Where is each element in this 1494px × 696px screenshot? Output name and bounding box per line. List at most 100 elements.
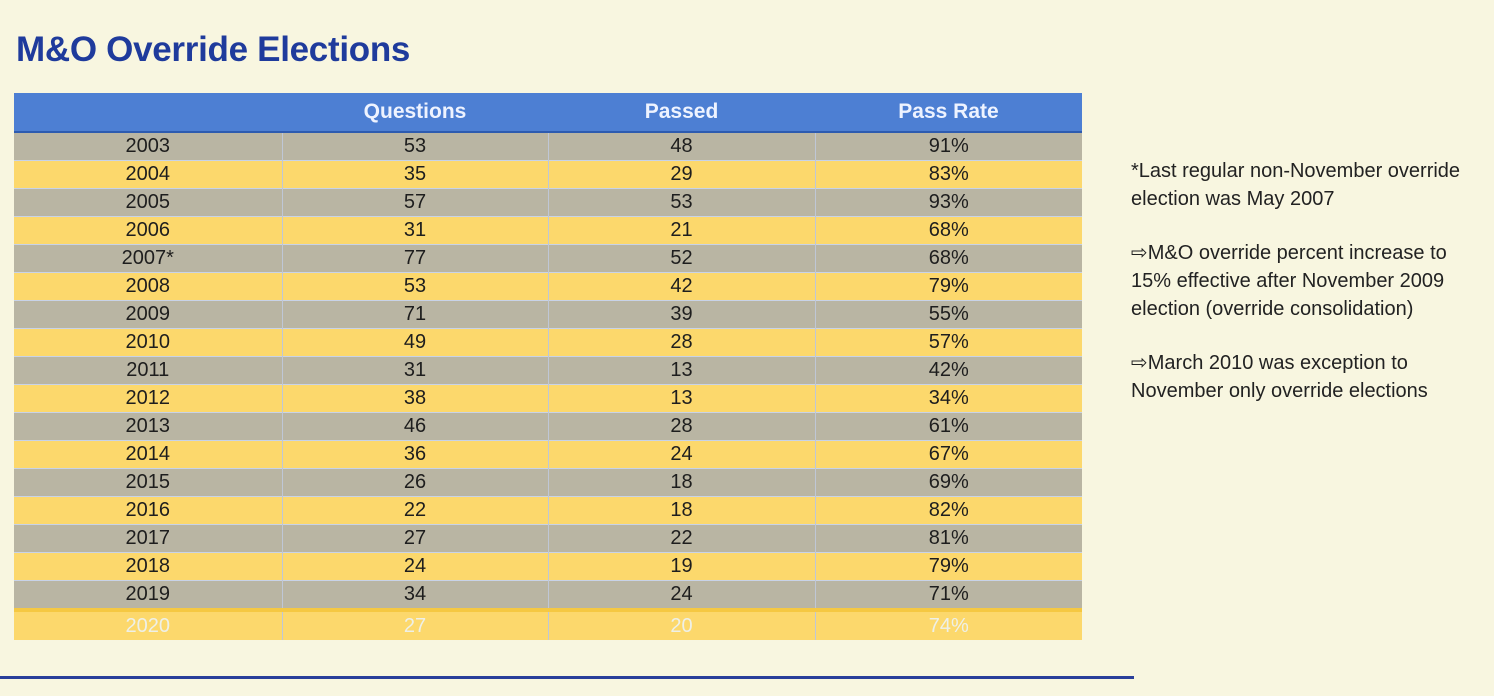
cell-questions: 46 bbox=[281, 412, 548, 441]
cell-questions: 53 bbox=[281, 272, 548, 301]
cell-questions: 27 bbox=[281, 608, 548, 640]
table-header-row: Questions Passed Pass Rate bbox=[14, 93, 1082, 133]
cell-passed: 13 bbox=[547, 384, 815, 413]
cell-pass-rate: 61% bbox=[814, 412, 1082, 441]
header-pass-rate: Pass Rate bbox=[815, 93, 1082, 133]
table-row: 2011 31 13 42% bbox=[14, 356, 1082, 385]
note-march-2010-exception: ⇨March 2010 was exception to November on… bbox=[1131, 352, 1428, 402]
cell-questions: 34 bbox=[281, 580, 548, 610]
header-year bbox=[14, 93, 282, 133]
cell-year: 2015 bbox=[14, 468, 282, 497]
table-row: 2009 71 39 55% bbox=[14, 300, 1082, 329]
cell-passed: 19 bbox=[547, 552, 815, 581]
cell-pass-rate: 68% bbox=[814, 216, 1082, 245]
cell-questions: 22 bbox=[281, 496, 548, 525]
cell-passed: 21 bbox=[547, 216, 815, 245]
cell-year: 2010 bbox=[14, 328, 282, 357]
cell-passed: 42 bbox=[547, 272, 815, 301]
table-row: 2020 27 20 74% bbox=[14, 608, 1082, 640]
header-questions: Questions bbox=[282, 93, 548, 133]
cell-passed: 22 bbox=[547, 524, 815, 553]
table-body: 2003 53 48 91% 2004 35 29 83% 2005 57 53 93% 2006 31 2… bbox=[14, 131, 1082, 640]
cell-pass-rate: 67% bbox=[814, 440, 1082, 469]
cell-pass-rate: 69% bbox=[814, 468, 1082, 497]
cell-year: 2017 bbox=[14, 524, 282, 553]
cell-pass-rate: 71% bbox=[814, 580, 1082, 610]
cell-questions: 57 bbox=[281, 188, 548, 217]
cell-questions: 36 bbox=[281, 440, 548, 469]
cell-year: 2020 bbox=[14, 608, 282, 640]
table-row: 2013 46 28 61% bbox=[14, 412, 1082, 441]
table-row: 2003 53 48 91% bbox=[14, 131, 1082, 161]
cell-year: 2019 bbox=[14, 580, 282, 610]
cell-questions: 49 bbox=[281, 328, 548, 357]
note-last-regular-election: *Last regular non-November override elec… bbox=[1131, 160, 1461, 210]
cell-questions: 31 bbox=[281, 356, 548, 385]
table-row: 2010 49 28 57% bbox=[14, 328, 1082, 357]
cell-passed: 20 bbox=[547, 608, 815, 640]
slide-title: M&O Override Elections bbox=[16, 30, 411, 69]
cell-questions: 77 bbox=[281, 244, 548, 273]
cell-pass-rate: 42% bbox=[814, 356, 1082, 385]
cell-year: 2003 bbox=[14, 131, 282, 161]
cell-passed: 24 bbox=[547, 440, 815, 469]
cell-passed: 24 bbox=[547, 580, 815, 610]
table-row: 2004 35 29 83% bbox=[14, 160, 1082, 189]
note-override-percent-increase: ⇨M&O override percent increase to 15% ef… bbox=[1131, 242, 1447, 320]
cell-questions: 35 bbox=[281, 160, 548, 189]
table-row: 2006 31 21 68% bbox=[14, 216, 1082, 245]
cell-pass-rate: 81% bbox=[814, 524, 1082, 553]
cell-questions: 38 bbox=[281, 384, 548, 413]
table-row: 2019 34 24 71% bbox=[14, 580, 1082, 610]
cell-questions: 71 bbox=[281, 300, 548, 329]
table-row: 2008 53 42 79% bbox=[14, 272, 1082, 301]
table-row: 2005 57 53 93% bbox=[14, 188, 1082, 217]
table-row: 2015 26 18 69% bbox=[14, 468, 1082, 497]
cell-questions: 53 bbox=[281, 131, 548, 161]
cell-year: 2008 bbox=[14, 272, 282, 301]
cell-pass-rate: 93% bbox=[814, 188, 1082, 217]
table-row: 2012 38 13 34% bbox=[14, 384, 1082, 413]
cell-passed: 29 bbox=[547, 160, 815, 189]
table-row: 2007* 77 52 68% bbox=[14, 244, 1082, 273]
cell-year: 2009 bbox=[14, 300, 282, 329]
cell-passed: 18 bbox=[547, 496, 815, 525]
side-notes: *Last regular non-November override elec… bbox=[1131, 157, 1481, 431]
cell-questions: 24 bbox=[281, 552, 548, 581]
cell-year: 2014 bbox=[14, 440, 282, 469]
table-row: 2014 36 24 67% bbox=[14, 440, 1082, 469]
bottom-divider bbox=[0, 676, 1134, 679]
cell-passed: 28 bbox=[547, 412, 815, 441]
cell-passed: 39 bbox=[547, 300, 815, 329]
cell-year: 2007* bbox=[14, 244, 282, 273]
cell-questions: 26 bbox=[281, 468, 548, 497]
cell-pass-rate: 57% bbox=[814, 328, 1082, 357]
cell-year: 2016 bbox=[14, 496, 282, 525]
cell-passed: 52 bbox=[547, 244, 815, 273]
cell-passed: 28 bbox=[547, 328, 815, 357]
cell-pass-rate: 79% bbox=[814, 552, 1082, 581]
table-row: 2018 24 19 79% bbox=[14, 552, 1082, 581]
cell-pass-rate: 83% bbox=[814, 160, 1082, 189]
cell-passed: 53 bbox=[547, 188, 815, 217]
cell-pass-rate: 34% bbox=[814, 384, 1082, 413]
cell-year: 2013 bbox=[14, 412, 282, 441]
table-row: 2016 22 18 82% bbox=[14, 496, 1082, 525]
cell-pass-rate: 91% bbox=[814, 131, 1082, 161]
cell-questions: 27 bbox=[281, 524, 548, 553]
cell-year: 2004 bbox=[14, 160, 282, 189]
cell-year: 2011 bbox=[14, 356, 282, 385]
cell-questions: 31 bbox=[281, 216, 548, 245]
cell-year: 2012 bbox=[14, 384, 282, 413]
cell-year: 2005 bbox=[14, 188, 282, 217]
cell-passed: 13 bbox=[547, 356, 815, 385]
cell-pass-rate: 55% bbox=[814, 300, 1082, 329]
cell-pass-rate: 68% bbox=[814, 244, 1082, 273]
cell-year: 2006 bbox=[14, 216, 282, 245]
cell-pass-rate: 74% bbox=[814, 608, 1082, 640]
table-row: 2017 27 22 81% bbox=[14, 524, 1082, 553]
cell-passed: 48 bbox=[547, 131, 815, 161]
cell-pass-rate: 79% bbox=[814, 272, 1082, 301]
cell-pass-rate: 82% bbox=[814, 496, 1082, 525]
cell-passed: 18 bbox=[547, 468, 815, 497]
